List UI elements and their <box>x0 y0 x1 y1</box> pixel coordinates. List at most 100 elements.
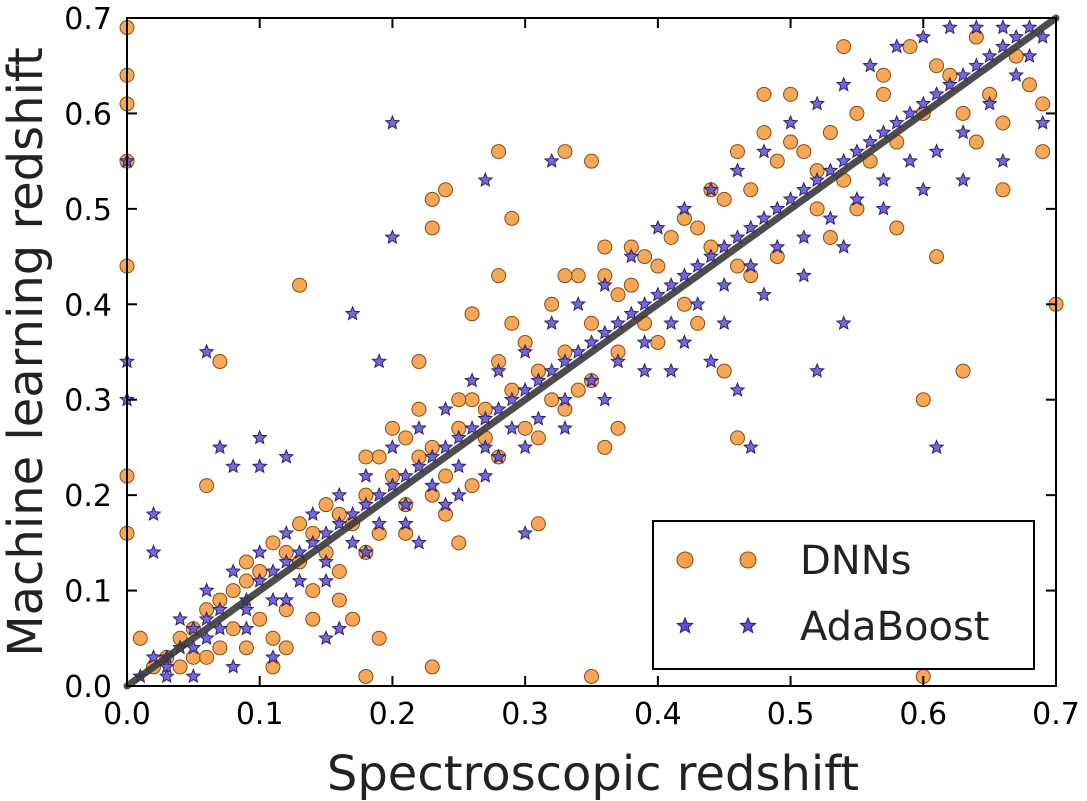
point-adaboost-80 <box>769 200 786 216</box>
point-adaboost-117 <box>583 372 600 388</box>
point-adaboost-122 <box>450 458 467 474</box>
point-adaboost-158 <box>809 95 826 111</box>
point-dnns-126 <box>729 144 745 160</box>
point-adaboost-154 <box>703 181 719 197</box>
point-adaboost-13 <box>145 544 162 560</box>
point-dnns-10 <box>464 306 480 322</box>
point-dnns-121 <box>212 640 228 656</box>
point-adaboost-19 <box>835 315 852 331</box>
point-dnns-119 <box>252 611 268 627</box>
point-adaboost-162 <box>915 28 932 44</box>
point-dnns-20 <box>729 430 745 446</box>
point-adaboost-126 <box>344 534 361 550</box>
point-adaboost-86 <box>849 143 865 159</box>
point-adaboost-89 <box>888 114 905 130</box>
point-adaboost-47 <box>331 515 348 531</box>
point-dnns-109 <box>570 382 586 398</box>
point-adaboost-109 <box>795 229 812 245</box>
point-dnns-122 <box>185 649 201 665</box>
x-tick-label-0: 0.0 <box>103 697 151 732</box>
point-adaboost-134 <box>172 610 188 626</box>
point-dnns-31 <box>278 640 294 656</box>
point-adaboost-145 <box>464 372 480 388</box>
point-adaboost-148 <box>543 315 560 331</box>
legend-marker-adaboost-1 <box>676 616 694 634</box>
point-adaboost-160 <box>862 57 879 73</box>
point-dnns-90 <box>796 144 812 160</box>
y-tick-label-3: 0.3 <box>64 384 112 419</box>
point-dnns-84 <box>650 258 666 274</box>
point-adaboost-60 <box>503 391 520 407</box>
point-dnns-69 <box>238 554 254 570</box>
x-tick-label-1: 0.1 <box>236 697 284 732</box>
point-dnns-43 <box>1035 144 1051 160</box>
point-adaboost-147 <box>517 343 534 359</box>
point-dnns-117 <box>305 583 321 599</box>
point-adaboost-71 <box>649 286 666 302</box>
point-adaboost-98 <box>1008 28 1025 44</box>
point-adaboost-23 <box>663 362 680 378</box>
point-dnns-13 <box>358 668 374 684</box>
point-dnns-19 <box>929 249 945 265</box>
point-dnns-11 <box>491 268 507 284</box>
point-adaboost-111 <box>742 257 759 273</box>
point-adaboost-178 <box>596 391 613 407</box>
point-adaboost-168 <box>995 152 1011 168</box>
point-dnns-82 <box>597 239 613 255</box>
point-dnns-97 <box>955 105 971 121</box>
point-adaboost-26 <box>450 486 467 502</box>
point-dnns-147 <box>849 201 865 217</box>
point-adaboost-153 <box>676 200 693 216</box>
point-adaboost-52 <box>397 467 414 483</box>
point-adaboost-137 <box>251 544 268 560</box>
point-adaboost-41 <box>251 572 268 588</box>
point-adaboost-30 <box>265 649 281 665</box>
point-adaboost-138 <box>278 524 295 541</box>
y-tick-label-4: 0.4 <box>64 288 112 323</box>
point-adaboost-35 <box>145 649 162 665</box>
point-adaboost-17 <box>928 439 945 455</box>
point-adaboost-171 <box>875 200 892 216</box>
point-adaboost-57 <box>464 419 480 436</box>
point-adaboost-99 <box>1021 19 1038 35</box>
point-adaboost-128 <box>291 572 308 588</box>
point-adaboost-177 <box>636 362 653 378</box>
point-dnns-87 <box>716 191 732 207</box>
point-dnns-142 <box>318 497 334 513</box>
point-dnns-123 <box>172 659 188 675</box>
point-dnns-125 <box>756 86 772 102</box>
point-dnns-116 <box>331 563 347 579</box>
point-dnns-6 <box>491 144 507 160</box>
point-adaboost-68 <box>610 315 626 331</box>
point-adaboost-143 <box>411 419 427 436</box>
point-dnns-130 <box>968 134 984 150</box>
point-adaboost-184 <box>357 544 374 560</box>
point-dnns-164 <box>238 640 254 656</box>
point-adaboost-179 <box>557 419 573 436</box>
point-adaboost-21 <box>729 381 746 397</box>
x-tick-label-3: 0.3 <box>501 697 549 732</box>
point-adaboost-172 <box>835 238 852 254</box>
point-adaboost-113 <box>689 296 706 311</box>
point-adaboost-63 <box>543 362 560 378</box>
point-adaboost-42 <box>265 563 281 579</box>
point-adaboost-189 <box>158 668 175 684</box>
x-tick-label-2: 0.2 <box>369 697 417 732</box>
point-adaboost-95 <box>968 57 985 73</box>
point-dnns-74 <box>371 449 387 465</box>
point-adaboost-167 <box>1034 114 1051 130</box>
point-dnns-129 <box>929 58 945 74</box>
point-adaboost-29 <box>318 630 334 645</box>
point-adaboost-64 <box>557 353 573 369</box>
point-adaboost-90 <box>902 105 918 121</box>
point-adaboost-37 <box>185 620 202 636</box>
y-axis-title: Machine learning redshift <box>0 47 54 657</box>
y-tick-label-1: 0.1 <box>64 575 112 610</box>
point-adaboost-173 <box>795 267 812 283</box>
point-dnns-48 <box>676 210 692 226</box>
point-adaboost-76 <box>716 238 733 254</box>
point-dnns-30 <box>265 659 281 675</box>
point-adaboost-66 <box>583 334 600 350</box>
point-adaboost-25 <box>517 524 534 541</box>
